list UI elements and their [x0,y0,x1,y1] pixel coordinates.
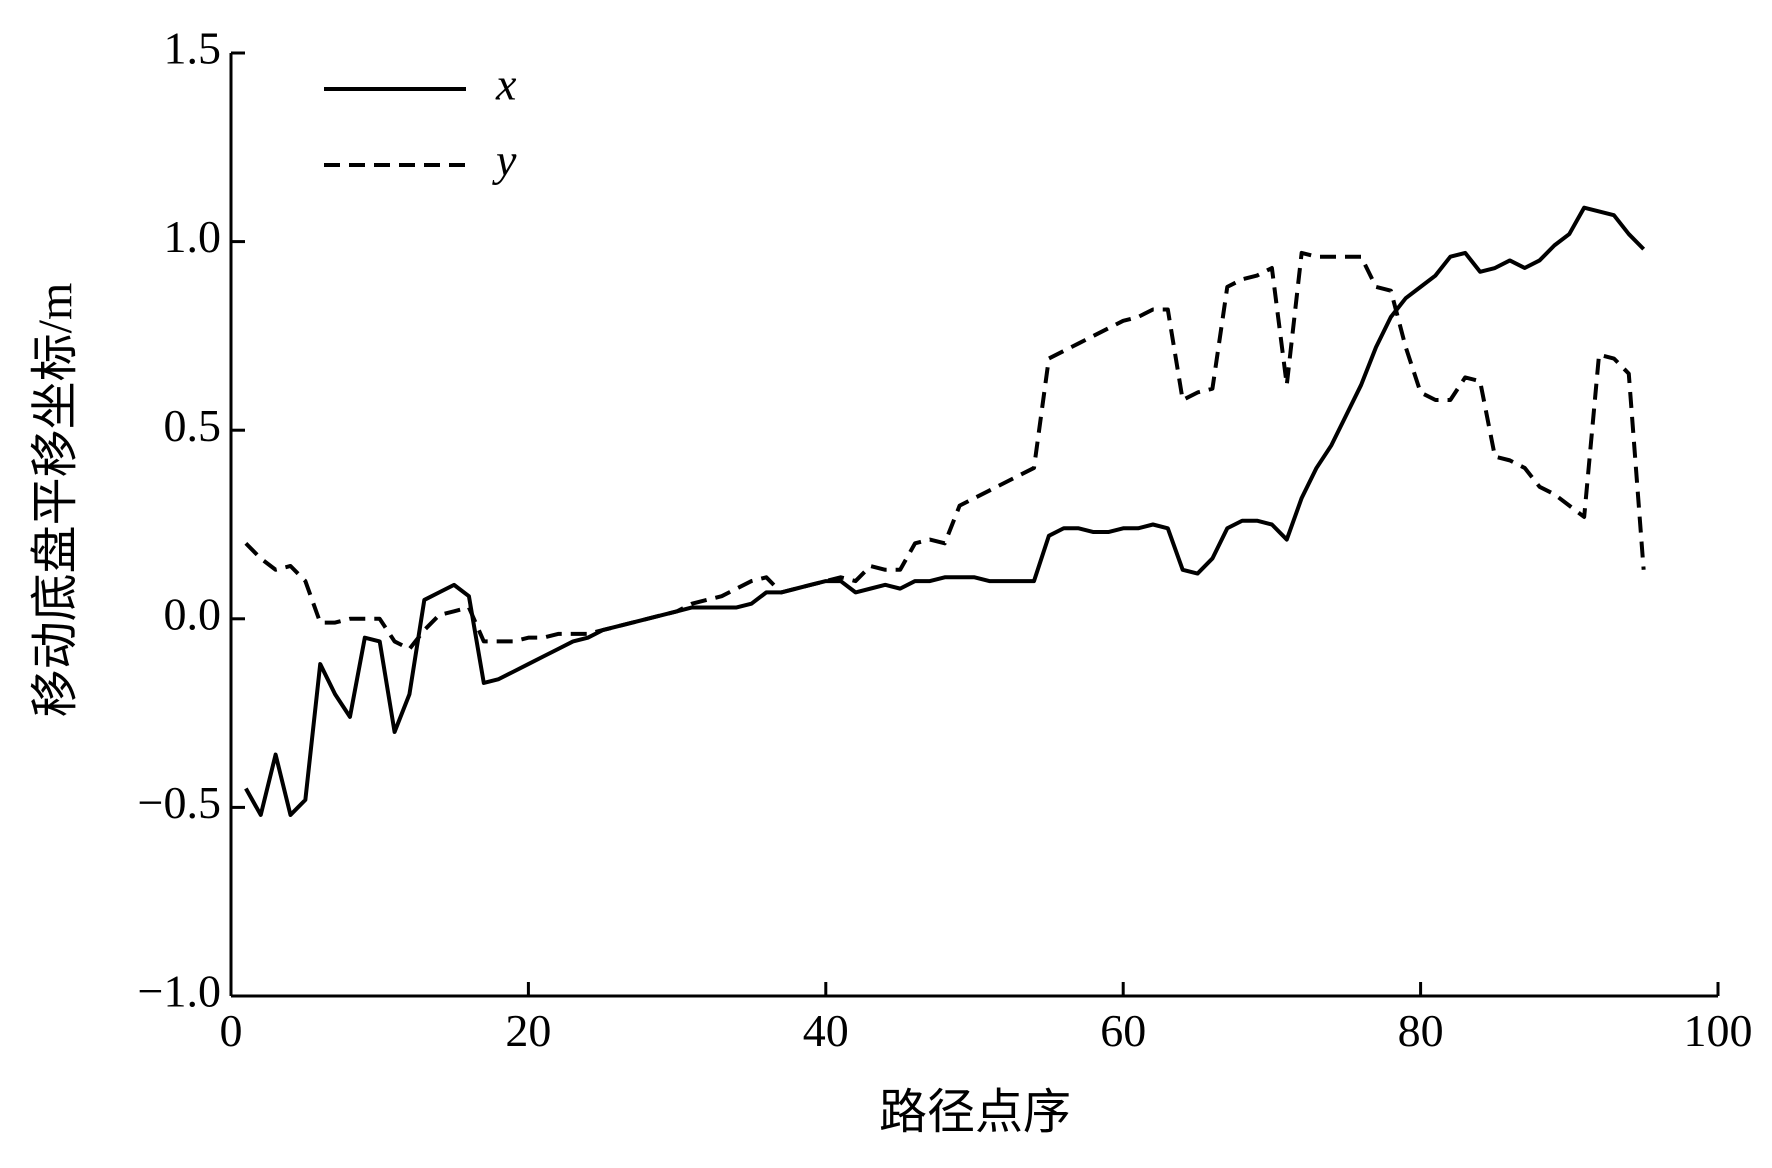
x-tick-label: 100 [1684,1005,1753,1056]
x-tick-label: 80 [1398,1005,1444,1056]
y-tick-label: 1.0 [164,211,222,262]
x-axis-title: 路径点序 [879,1086,1071,1139]
y-tick-label: 1.5 [164,23,222,74]
y-axis-title: 移动底盘平移坐标/m [29,283,82,718]
series-line [244,205,1646,817]
y-tick-label: 0.0 [164,588,222,639]
legend-label: x [495,59,517,110]
y-tick-label: −0.5 [138,777,221,828]
y-tick-label: −1.0 [138,966,221,1017]
x-tick-label: 20 [505,1005,551,1056]
y-tick-label: 0.5 [164,400,222,451]
series-line [244,250,1646,651]
legend-label: y [492,135,517,186]
x-tick-label: 60 [1100,1005,1146,1056]
x-tick-label: 0 [220,1005,243,1056]
x-tick-label: 40 [803,1005,849,1056]
